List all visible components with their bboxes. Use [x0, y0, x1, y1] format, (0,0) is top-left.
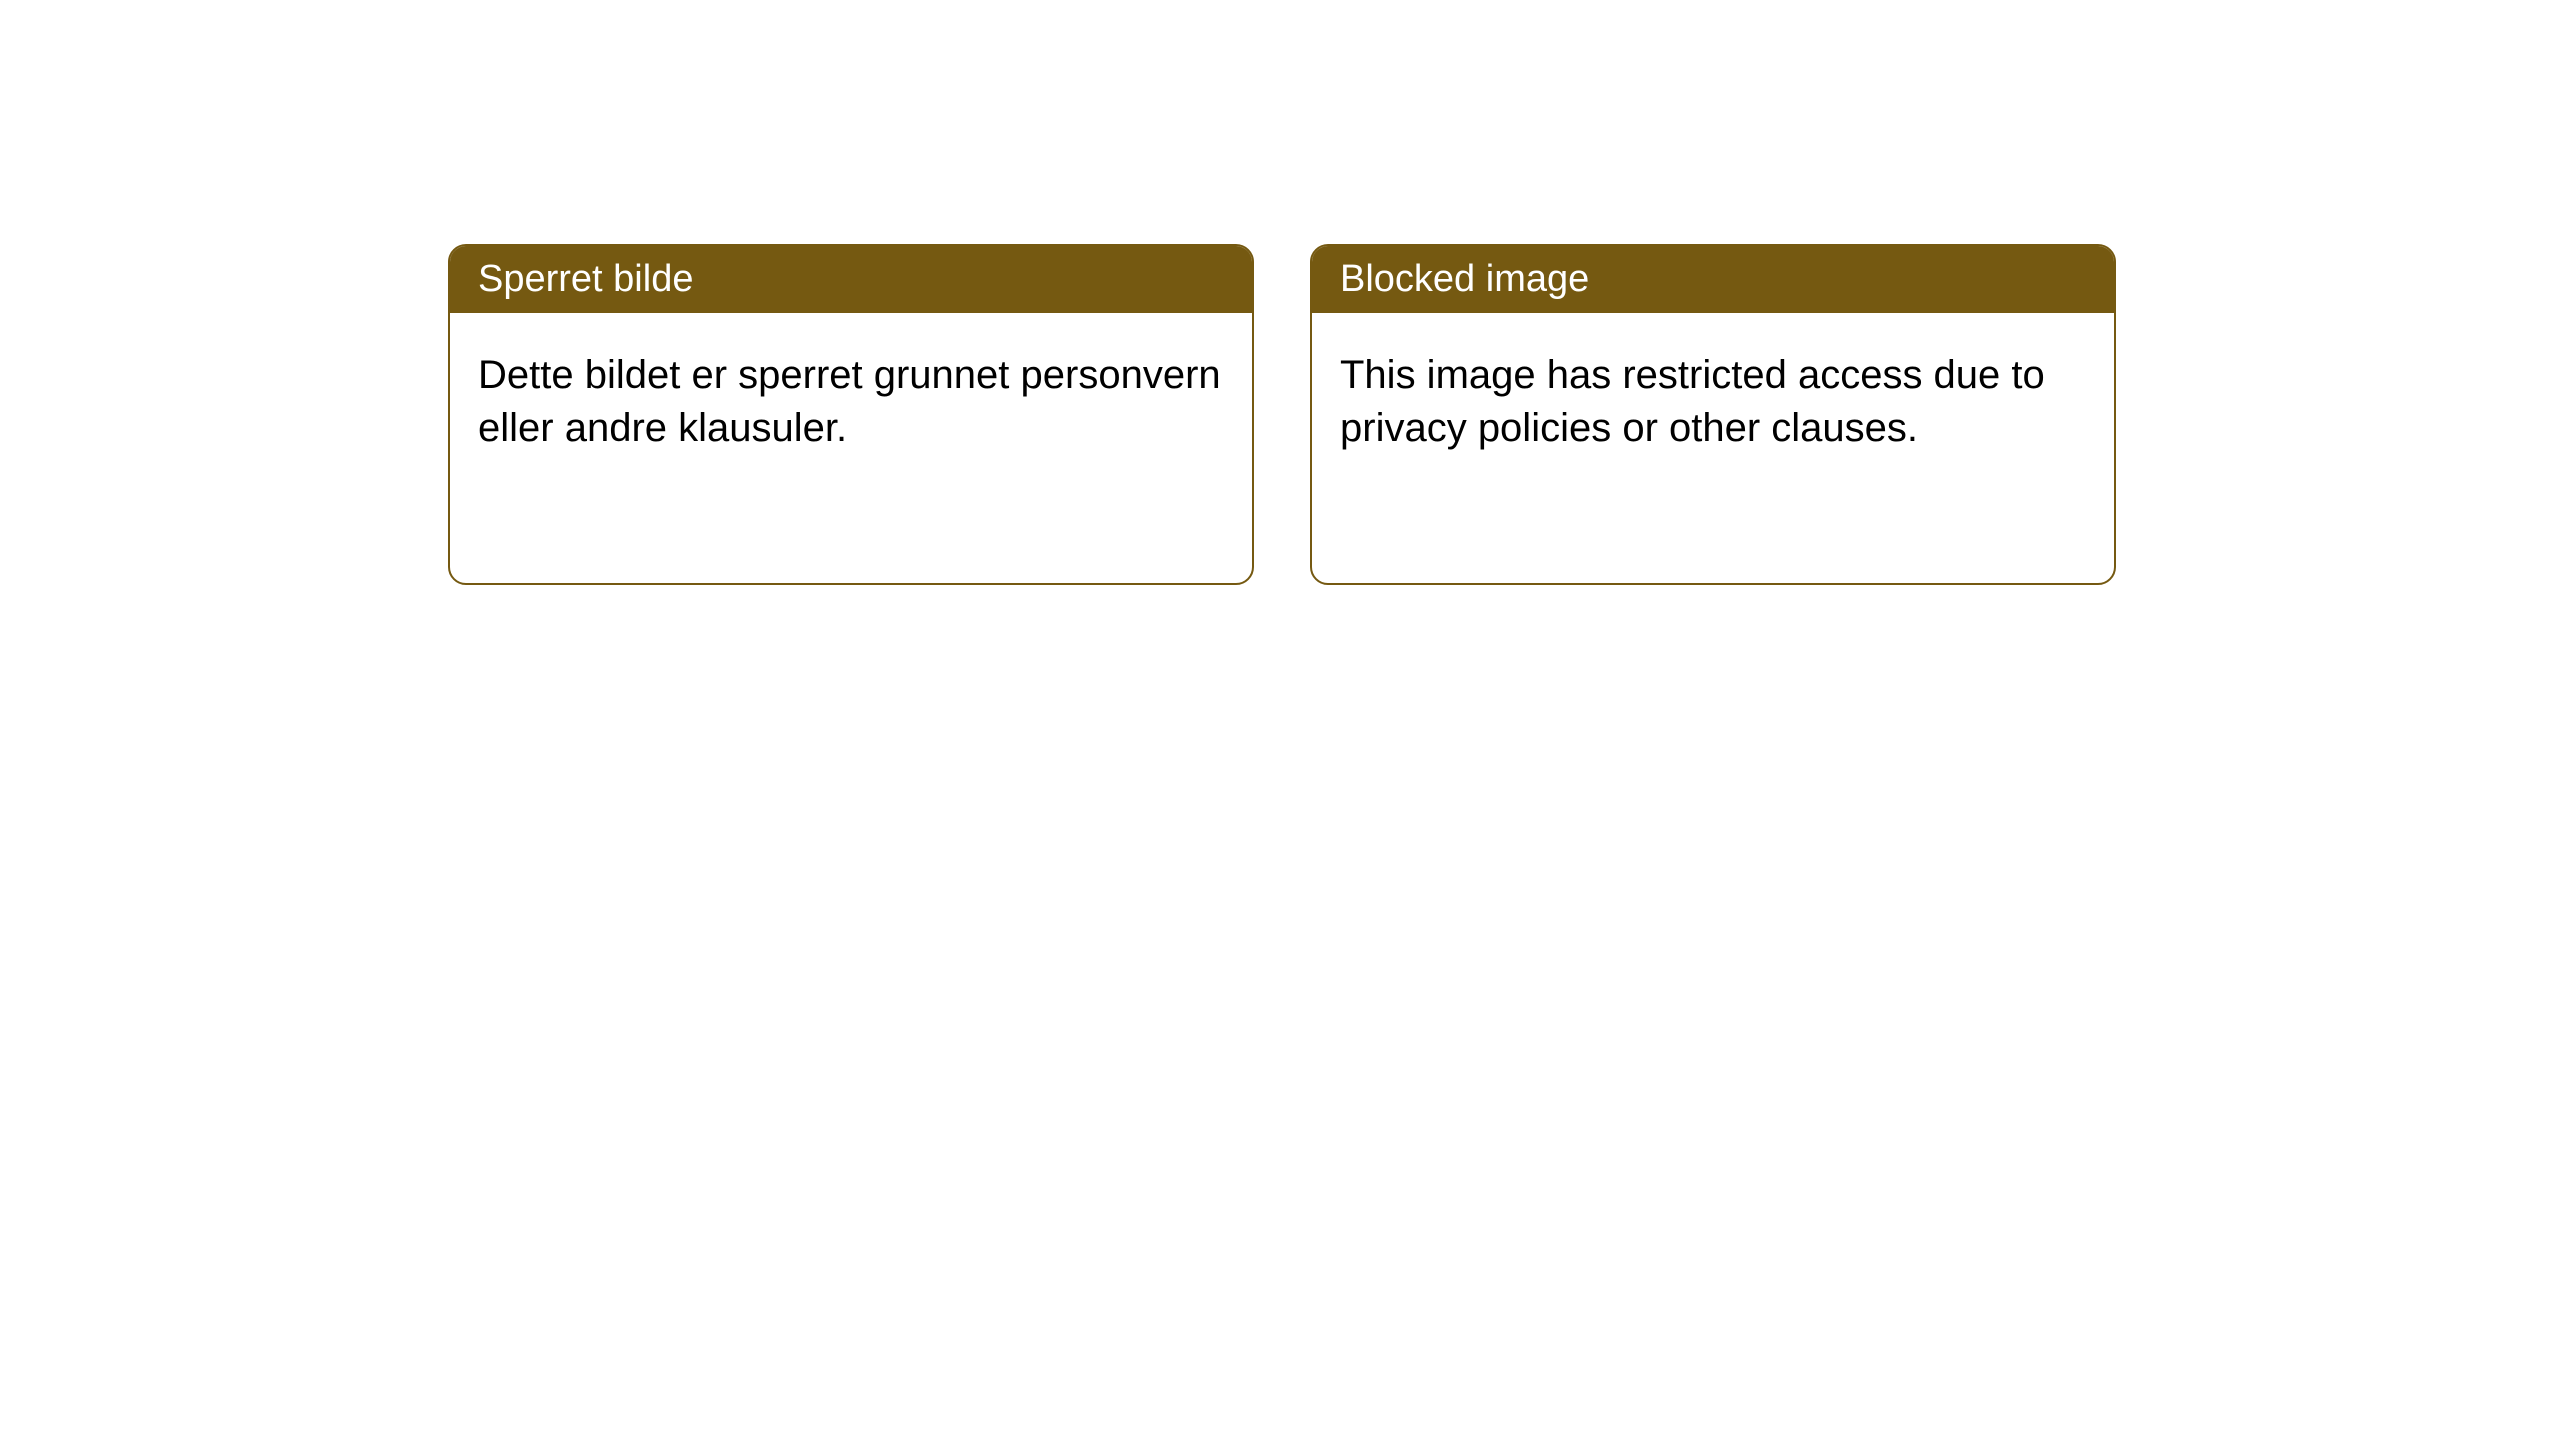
card-header-no: Sperret bilde — [450, 246, 1252, 313]
card-message-en: This image has restricted access due to … — [1340, 349, 2086, 455]
notice-container: Sperret bilde Dette bildet er sperret gr… — [0, 0, 2560, 585]
card-title-no: Sperret bilde — [478, 258, 693, 300]
card-body-en: This image has restricted access due to … — [1312, 313, 2114, 583]
blocked-image-card-no: Sperret bilde Dette bildet er sperret gr… — [448, 244, 1254, 585]
blocked-image-card-en: Blocked image This image has restricted … — [1310, 244, 2116, 585]
card-header-en: Blocked image — [1312, 246, 2114, 313]
card-message-no: Dette bildet er sperret grunnet personve… — [478, 349, 1224, 455]
card-title-en: Blocked image — [1340, 258, 1589, 300]
card-body-no: Dette bildet er sperret grunnet personve… — [450, 313, 1252, 583]
